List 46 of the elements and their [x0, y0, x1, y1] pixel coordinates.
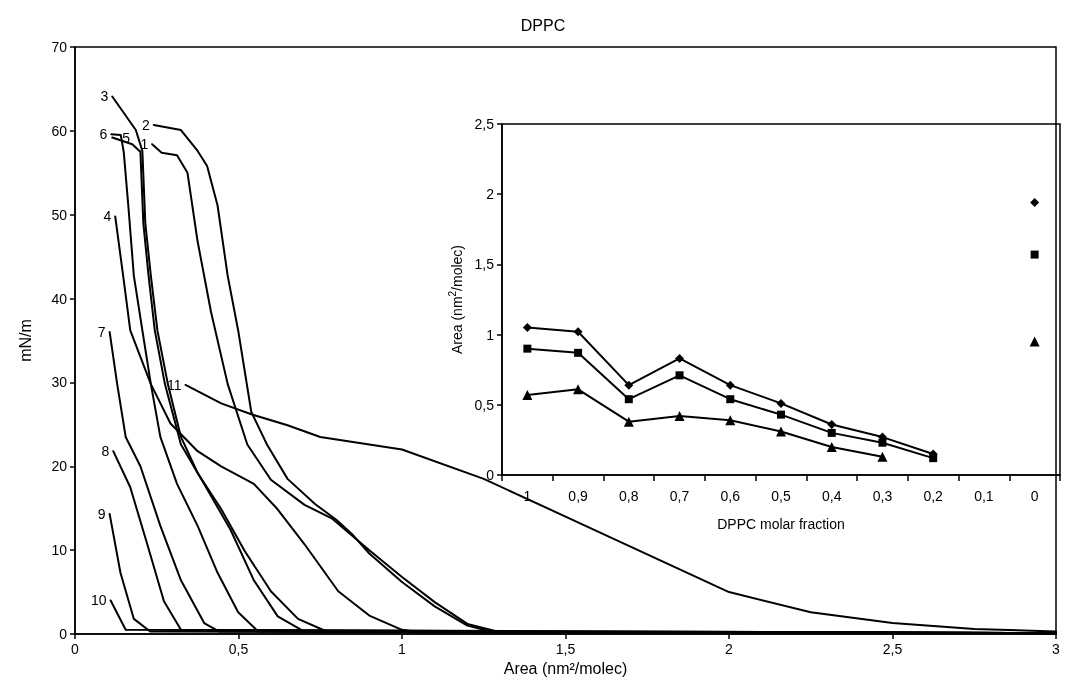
x-tick-label: 1,5 [555, 641, 576, 657]
series-label: 2 [142, 116, 151, 133]
series-label: 8 [101, 443, 110, 460]
series-label: 10 [91, 592, 107, 609]
series-label: 6 [99, 126, 108, 143]
y-axis-title: mN/m [16, 319, 34, 362]
x-tick-label: 1 [398, 641, 407, 657]
series-label: 1 [140, 136, 149, 153]
y-tick-label: 40 [51, 290, 68, 307]
y-tick-label: 0 [486, 467, 495, 483]
x-tick-label: 0,6 [720, 488, 741, 504]
y-axis-title: Area (nm2/molec) [447, 244, 465, 355]
y-tick-label: 20 [51, 458, 68, 475]
x-tick-label: 0,3 [872, 488, 893, 504]
series-label: 3 [100, 88, 109, 105]
x-tick-label: 2,5 [882, 641, 903, 657]
y-tick-label: 0 [59, 626, 68, 642]
x-tick-label: 2 [725, 641, 734, 657]
y-tick-label: 1 [486, 326, 495, 343]
x-axis-title: DPPC molar fraction [717, 516, 845, 532]
x-tick-label: 0,8 [619, 488, 639, 504]
chart-title: DPPC [520, 16, 566, 34]
x-tick-label: 0,5 [228, 641, 249, 657]
series-label: 4 [103, 208, 112, 225]
x-tick-label: 0,1 [974, 488, 994, 504]
y-tick-label: 0,5 [474, 396, 495, 413]
y-tick-label: 30 [51, 374, 68, 391]
y-tick-label: 2 [486, 186, 495, 203]
y-tick-label: 10 [51, 542, 68, 559]
series-label: 11 [166, 376, 182, 393]
y-tick-label: 50 [51, 206, 68, 223]
series-label: 7 [97, 324, 106, 341]
y-tick-label: 60 [51, 122, 68, 139]
x-tick-label: 0,5 [771, 488, 791, 504]
x-tick-label: 3 [1052, 641, 1061, 657]
x-tick-label: 0,9 [568, 488, 589, 504]
y-tick-label: 1,5 [474, 256, 495, 273]
y-tick-label: 70 [51, 39, 68, 55]
x-tick-label: 0,7 [669, 488, 690, 504]
x-axis-title: Area (nm²/molec) [503, 660, 628, 678]
x-tick-label: 0,4 [821, 488, 842, 504]
x-tick-label: 0,2 [923, 488, 944, 504]
y-tick-label: 2,5 [474, 116, 495, 132]
x-tick-label: 0 [1030, 488, 1039, 504]
series-label: 9 [97, 506, 106, 523]
x-tick-label: 0 [71, 641, 80, 657]
